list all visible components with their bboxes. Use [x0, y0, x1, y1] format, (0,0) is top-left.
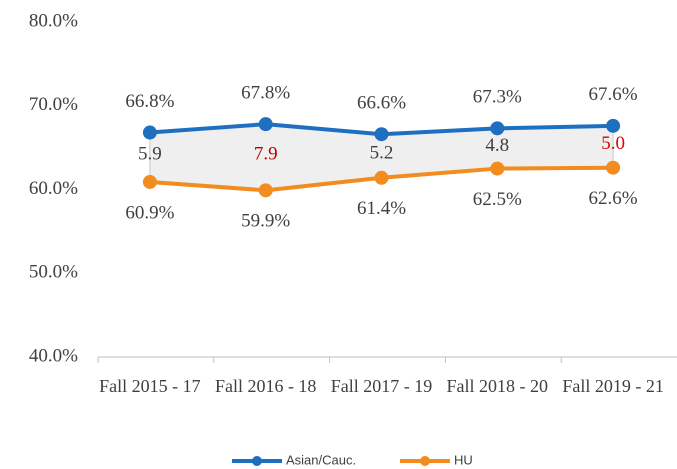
y-tick-label: 80.0% — [29, 10, 78, 31]
gap-label: 5.9 — [138, 144, 162, 165]
data-label: 67.8% — [241, 83, 290, 104]
data-label: 61.4% — [357, 198, 406, 219]
point — [606, 118, 621, 133]
point — [142, 125, 157, 140]
gap-label: 4.8 — [485, 135, 509, 156]
data-label: 59.9% — [241, 211, 290, 232]
point — [258, 183, 273, 198]
point — [374, 127, 389, 142]
data-label: 67.6% — [589, 84, 638, 105]
data-label: 66.6% — [357, 93, 406, 114]
gap-label: 5.0 — [601, 133, 625, 154]
legend-marker — [252, 456, 262, 466]
y-tick-label: 50.0% — [29, 262, 78, 283]
data-label: 62.5% — [473, 189, 522, 210]
point — [258, 117, 273, 132]
x-tick-label: Fall 2017 - 19 — [330, 376, 433, 396]
x-tick-label: Fall 2019 - 21 — [562, 376, 664, 396]
point — [142, 174, 157, 189]
gap-label: 5.2 — [370, 142, 394, 163]
point — [606, 160, 621, 175]
y-tick-label: 40.0% — [29, 345, 78, 366]
y-tick-label: 60.0% — [29, 178, 78, 199]
gap-label: 7.9 — [254, 144, 278, 165]
point — [490, 161, 505, 176]
legend-marker — [420, 456, 430, 466]
point — [490, 121, 505, 136]
data-label: 60.9% — [125, 202, 174, 223]
x-tick-label: Fall 2018 - 20 — [446, 376, 549, 396]
data-label: 67.3% — [473, 87, 522, 108]
x-tick-label: Fall 2016 - 18 — [214, 376, 317, 396]
legend-label: Asian/Cauc. — [286, 452, 356, 467]
y-tick-label: 70.0% — [29, 94, 78, 115]
data-label: 66.8% — [125, 91, 174, 112]
legend-label: HU — [454, 452, 473, 467]
point — [374, 170, 389, 185]
x-tick-label: Fall 2015 - 17 — [99, 376, 201, 396]
data-label: 62.6% — [589, 188, 638, 209]
